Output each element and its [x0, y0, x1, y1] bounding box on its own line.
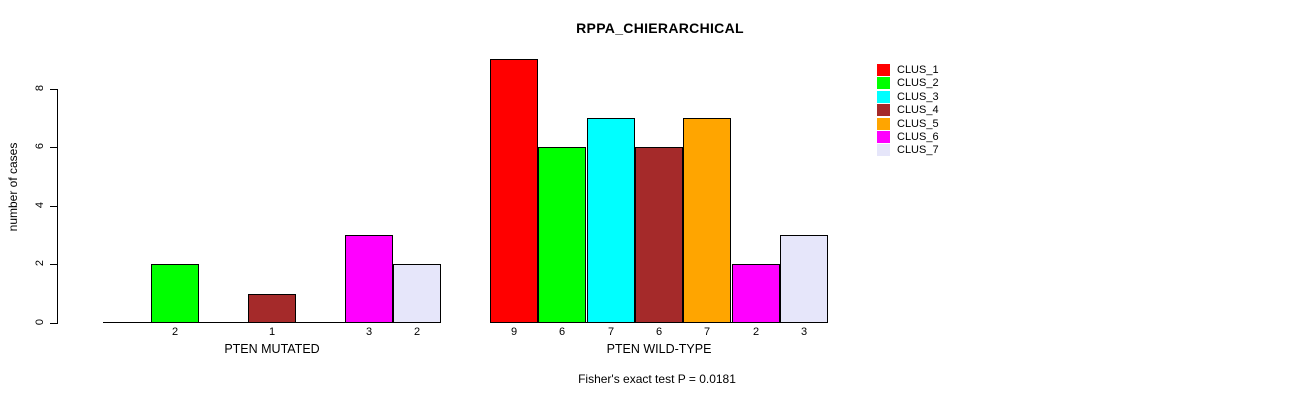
bar-value-label: 2 — [413, 326, 421, 338]
bar-clus_6-group2 — [732, 264, 780, 323]
bar-value-label: 1 — [268, 326, 276, 338]
legend-label-clus_5: CLUS_5 — [897, 117, 939, 130]
bar-value-label: 2 — [752, 326, 760, 338]
bar-clus_5-group2 — [683, 118, 731, 323]
bar-value-label: 3 — [800, 326, 808, 338]
bar-clus_3-group2 — [587, 118, 635, 323]
bar-clus_7-group2 — [780, 235, 828, 323]
legend-label-clus_1: CLUS_1 — [897, 64, 939, 76]
bar-clus_4-group2 — [635, 147, 683, 323]
legend-swatch-clus_4 — [877, 104, 890, 117]
y-axis-tick — [50, 264, 58, 265]
bar-clus_2-group2 — [538, 147, 586, 323]
y-axis-tick — [50, 206, 58, 207]
group-label-1: PTEN MUTATED — [224, 342, 320, 356]
legend-label-clus_4: CLUS_4 — [897, 104, 939, 117]
bar-clus_1-group2 — [490, 59, 538, 323]
bar-clus_7-group1 — [393, 264, 441, 323]
y-axis-tick — [50, 323, 58, 324]
bar-clus_4-group1 — [248, 294, 296, 323]
legend-swatch-clus_3 — [877, 90, 890, 103]
group-label-2: PTEN WILD-TYPE — [606, 342, 712, 356]
annotation-fisher-test: Fisher's exact test P = 0.0181 — [578, 372, 736, 386]
legend-label-clus_2: CLUS_2 — [897, 77, 939, 90]
y-axis-tick — [50, 89, 58, 90]
legend-swatch-clus_7 — [877, 144, 890, 157]
bar-value-label: 6 — [558, 326, 566, 338]
bar-clus_2-group1 — [151, 264, 199, 323]
legend-label-clus_7: CLUS_7 — [897, 144, 939, 157]
legend-swatch-clus_1 — [877, 64, 890, 76]
bar-value-label: 7 — [607, 326, 615, 338]
bar-value-label: 3 — [365, 326, 373, 338]
legend-swatch-clus_5 — [877, 117, 890, 130]
chart-title: RPPA_CHIERARCHICAL — [576, 20, 744, 36]
bar-value-label: 7 — [703, 326, 711, 338]
bar-value-label: 6 — [655, 326, 663, 338]
legend-label-clus_3: CLUS_3 — [897, 90, 939, 103]
bar-value-label: 9 — [510, 326, 518, 338]
legend-swatch-clus_2 — [877, 77, 890, 90]
legend-label-clus_6: CLUS_6 — [897, 131, 939, 143]
bar-clus_6-group1 — [345, 235, 393, 323]
legend-swatch-clus_6 — [877, 131, 890, 143]
y-axis-tick — [50, 147, 58, 148]
bar-value-label: 2 — [171, 326, 179, 338]
